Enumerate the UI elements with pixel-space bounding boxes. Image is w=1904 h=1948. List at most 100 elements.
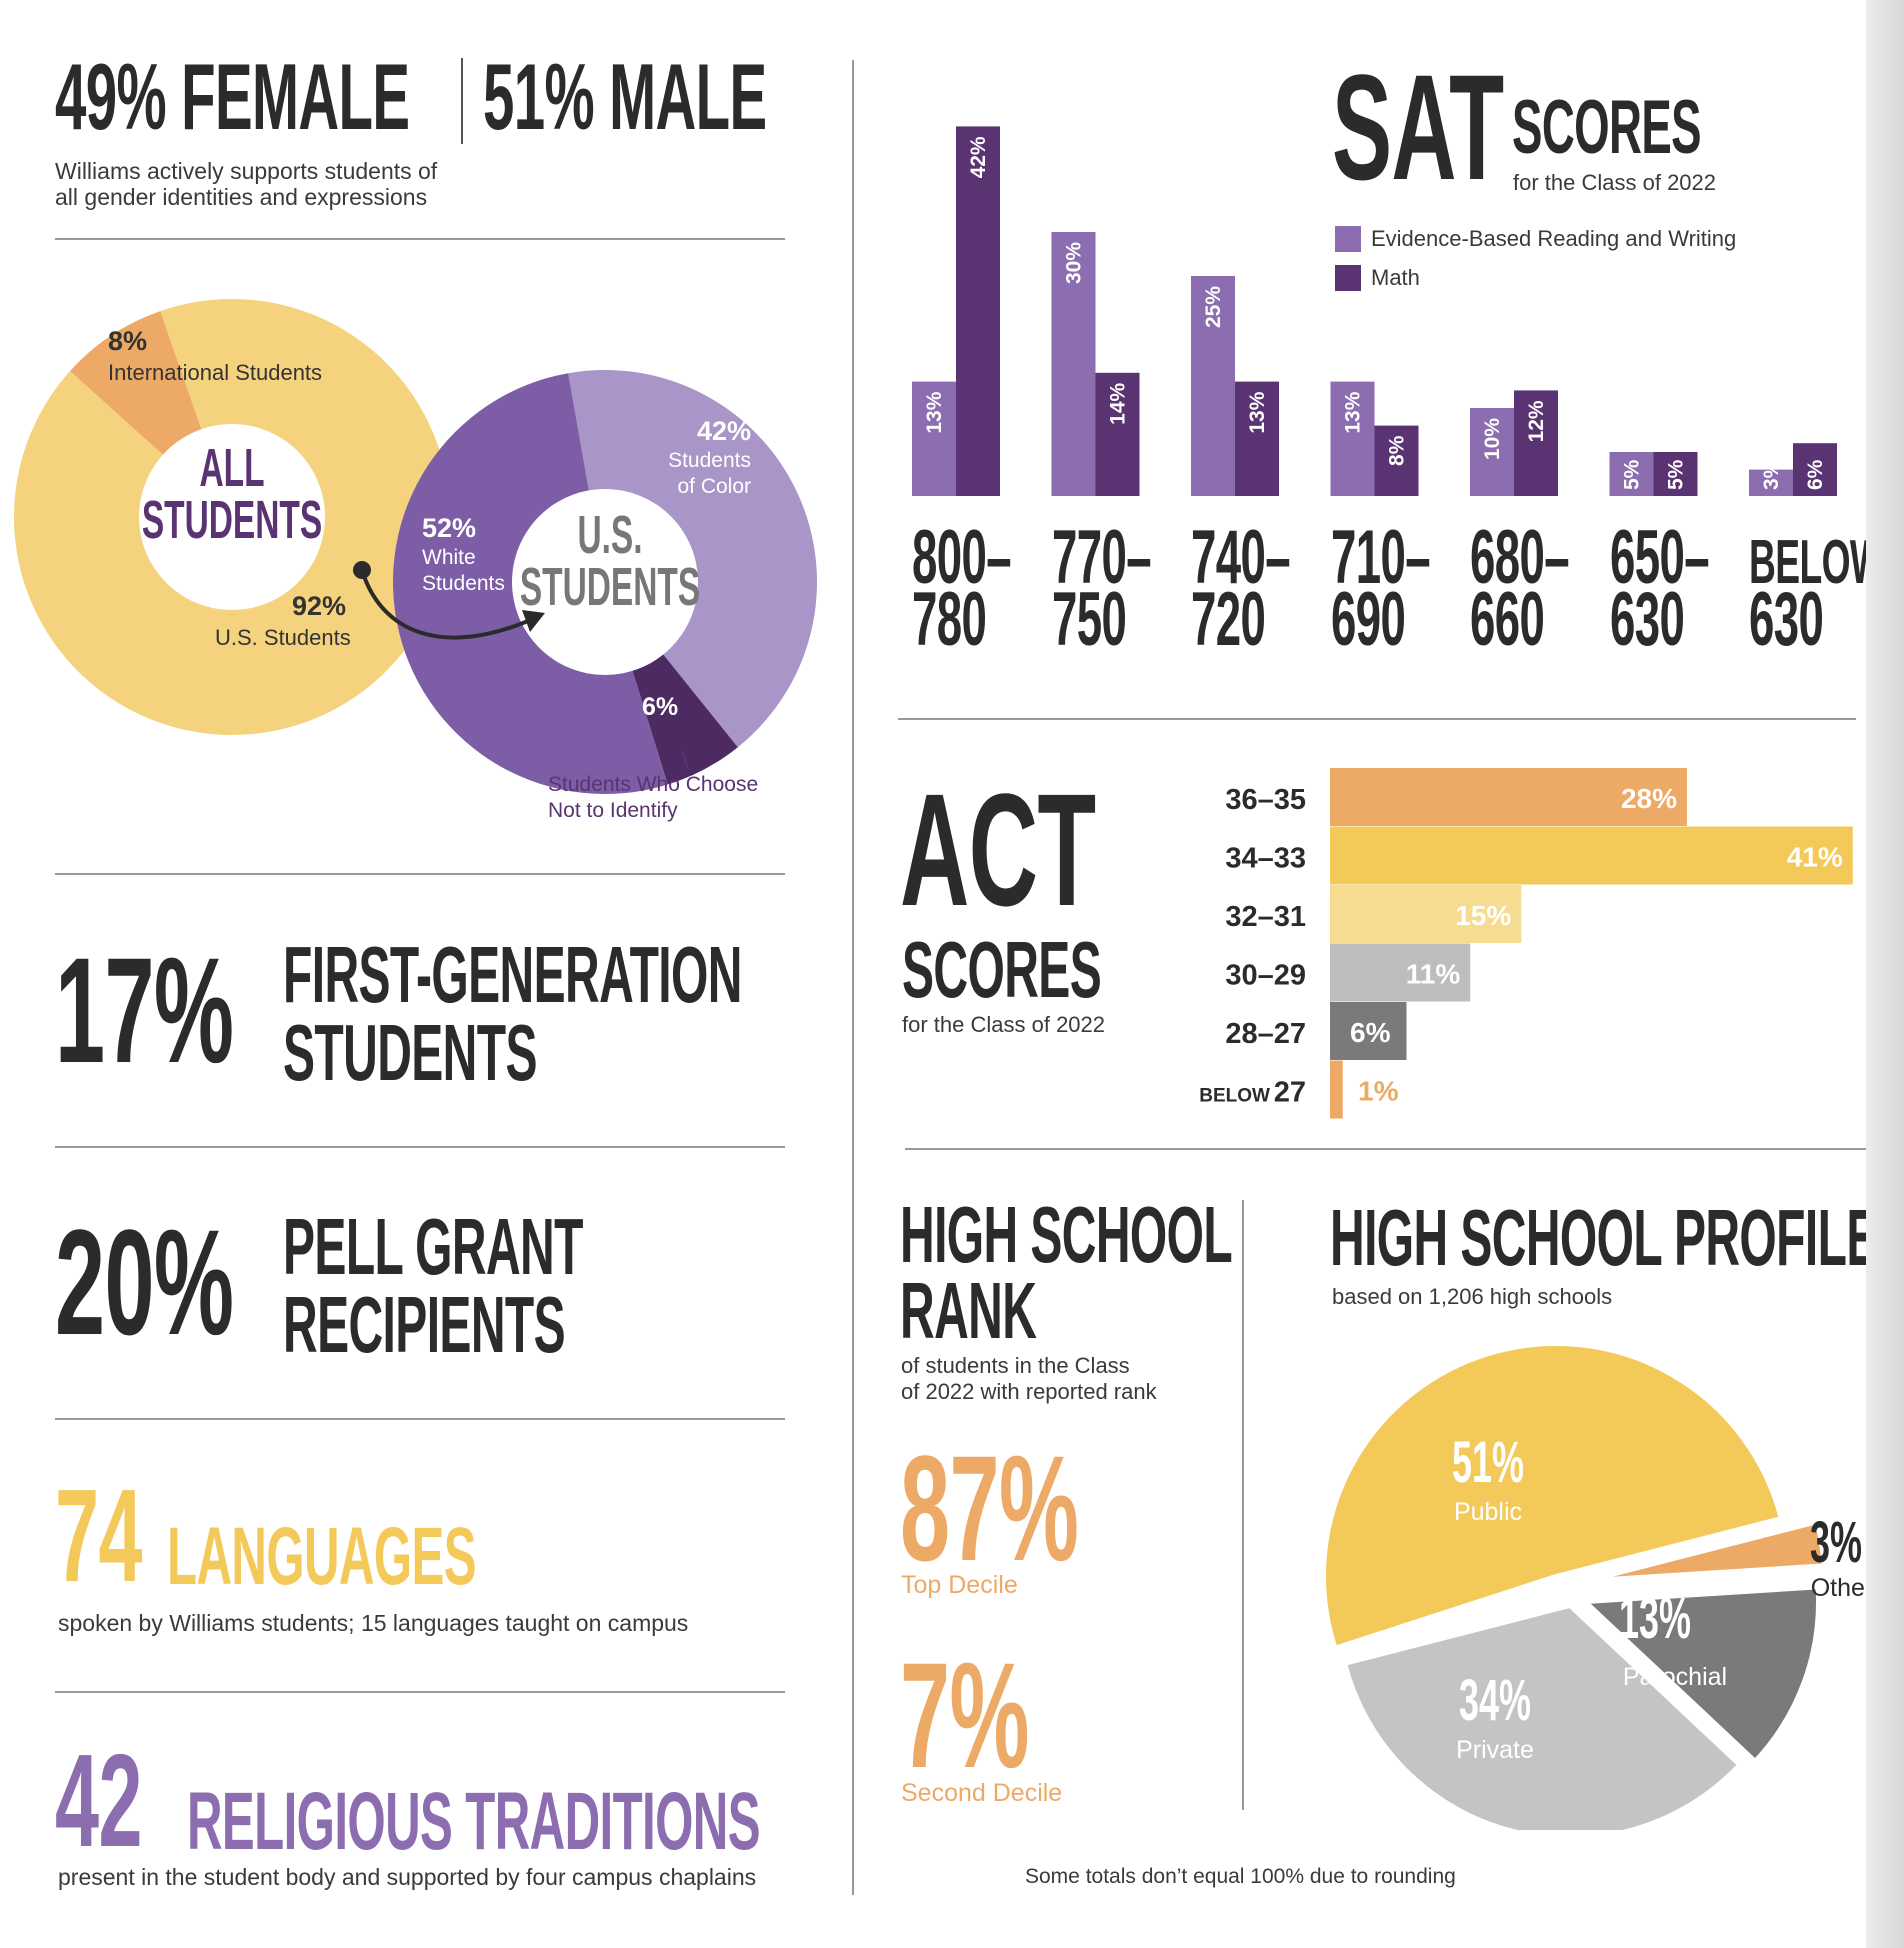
- hs-rank-top-pct: 87%: [900, 1424, 1079, 1592]
- white-label-2: Students: [422, 572, 505, 595]
- sat-range-labels: 800– 780 770– 750 740– 720 710– 690 680– 660 650– 6…: [890, 515, 1885, 670]
- ebrw-legend-label: Evidence-Based Reading and Writing: [1371, 226, 1737, 251]
- pie-pct-other: 3%: [1810, 1510, 1862, 1575]
- sat-label-math-3: 8%: [1386, 435, 1409, 466]
- female-pct: 49% FEMALE: [55, 44, 410, 149]
- column-divider: [852, 60, 854, 1895]
- not-identify-label-2: Not to Identify: [548, 799, 678, 822]
- act-title: ACT SCORES for the Class of 2022: [900, 770, 1160, 1040]
- religious-stat: 42 RELIGIOUS TRADITIONS: [55, 1735, 795, 1870]
- sat-range-line1: 800–: [912, 515, 1012, 600]
- us-students-label-2: STUDENTS: [520, 556, 700, 617]
- hs-profile-subtitle: based on 1,206 high schools: [1332, 1284, 1613, 1309]
- gender-heading: 49% FEMALE 51% MALE: [55, 50, 795, 150]
- act-category-3: 30–29: [1225, 960, 1306, 992]
- sat-label-ebrw-2: 25%: [1202, 286, 1225, 328]
- sat-label-math-0: 42%: [967, 136, 990, 178]
- sat-range-line1: BELOW: [1749, 528, 1885, 597]
- sat-range-2: 740– 720: [1191, 520, 1341, 670]
- first-gen-line2: STUDENTS: [283, 1008, 537, 1097]
- act-subtitle: for the Class of 2022: [902, 1012, 1106, 1037]
- sat-bar-math-6: [1793, 443, 1837, 496]
- first-gen-pct: 17%: [55, 926, 234, 1094]
- sat-range-3: 710– 690: [1331, 520, 1481, 670]
- all-students-label-2: STUDENTS: [142, 489, 322, 550]
- sat-label-math-1: 14%: [1107, 382, 1130, 424]
- ebrw-swatch: [1335, 226, 1361, 252]
- first-gen-line1: FIRST-GENERATION: [283, 930, 742, 1019]
- hs-rank-title-2: RANK: [900, 1266, 1037, 1355]
- act-bar-2: [1330, 885, 1522, 943]
- sat-range-6: BELOW 630: [1749, 520, 1899, 670]
- act-value-label-2: 15%: [1455, 900, 1511, 931]
- pie-slice-public: [1322, 1342, 1784, 1651]
- pell-line2: RECIPIENTS: [283, 1280, 566, 1369]
- math-swatch: [1335, 265, 1361, 291]
- act-title-big: ACT: [900, 760, 1096, 939]
- sat-label-ebrw-3: 13%: [1342, 391, 1365, 433]
- sat-bar-chart: 13% 42% 30% 14% 25% 13% 13% 8% 10% 12% 5% 5% 3% 6%: [912, 126, 1837, 497]
- languages-note: spoken by Williams students; 15 language…: [58, 1610, 689, 1636]
- hs-rank-note-2: of 2022 with reported rank: [901, 1379, 1157, 1404]
- hs-profile-title: HIGH SCHOOL PROFILE: [1330, 1193, 1878, 1282]
- divider: [905, 1148, 1880, 1150]
- sat-range-line2: 690: [1330, 577, 1406, 662]
- gender-note-line2: all gender identities and expressions: [55, 184, 428, 211]
- sat-label-math-4: 12%: [1525, 400, 1548, 442]
- pie-pct-private: 34%: [1459, 1668, 1531, 1733]
- act-bar-1: [1330, 826, 1853, 885]
- act-value-label-4: 6%: [1350, 1017, 1391, 1048]
- sat-range-line1: 770–: [1051, 515, 1152, 600]
- arrow-head-icon: [522, 610, 545, 632]
- sat-range-line1: 680–: [1470, 515, 1570, 600]
- hs-profile-heading: HIGH SCHOOL PROFILE based on 1,206 high …: [1330, 1198, 1878, 1318]
- pie-label-private: Private: [1456, 1736, 1534, 1764]
- page-edge-shadow: [1866, 0, 1904, 1948]
- sat-range-line2: 660: [1470, 577, 1545, 662]
- sat-range-line2: 630: [1609, 577, 1685, 662]
- us-students-text: U.S. Students: [215, 625, 351, 650]
- sat-bar-math-2: [1235, 381, 1279, 496]
- pie-label-other: Other: [1811, 1574, 1870, 1602]
- sat-bar-math-5: [1653, 452, 1698, 496]
- religious-title: RELIGIOUS TRADITIONS: [187, 1776, 761, 1867]
- divider: [55, 238, 785, 240]
- color-label-2: of Color: [677, 475, 751, 498]
- sat-legend-ebrw: Evidence-Based Reading and Writing: [1335, 226, 1736, 252]
- act-bar-0: [1330, 768, 1687, 826]
- not-identify-leader: [681, 749, 689, 771]
- sat-range-line2: 720: [1191, 577, 1266, 662]
- gender-note: Williams actively supports students of a…: [55, 158, 437, 211]
- sat-range-0: 800– 780: [912, 520, 1062, 670]
- divider: [55, 873, 785, 875]
- divider: [55, 1418, 785, 1420]
- sat-bar-ebrw-6: [1749, 469, 1793, 496]
- act-value-label-3: 11%: [1406, 959, 1461, 990]
- sat-title: SAT SCORES for the Class of 2022: [1332, 52, 1852, 202]
- color-label-1: Students: [668, 449, 751, 472]
- sat-bar-math-0: [956, 126, 1000, 497]
- sat-bar-ebrw-5: [1609, 452, 1654, 496]
- sat-bar-ebrw-0: [912, 381, 956, 496]
- hs-rank-title-1: HIGH SCHOOL: [900, 1190, 1233, 1279]
- gender-note-line1: Williams actively supports students of: [55, 158, 438, 184]
- act-bar-3: [1330, 943, 1471, 1002]
- sat-range-5: 650– 630: [1610, 520, 1760, 670]
- color-pct: 42%: [697, 416, 751, 446]
- religious-note: present in the student body and supporte…: [58, 1864, 757, 1890]
- sat-label-ebrw-1: 30%: [1063, 242, 1086, 284]
- hs-rank-note-1: of students in the Class: [901, 1353, 1130, 1378]
- pie-label-public: Public: [1454, 1498, 1522, 1526]
- us-students-pct: 92%: [292, 591, 346, 621]
- sat-bar-math-1: [1095, 372, 1140, 496]
- sat-label-ebrw-5: 5%: [1621, 459, 1644, 490]
- us-students-label-1: U.S.: [577, 504, 642, 565]
- first-gen-stat: 17% FIRST-GENERATION STUDENTS: [55, 926, 795, 1094]
- all-students-hole: [139, 424, 325, 610]
- sat-range-line2: 780: [912, 577, 987, 662]
- sat-label-ebrw-4: 10%: [1481, 418, 1504, 460]
- all-students-label-1: ALL: [199, 437, 264, 498]
- sat-bar-ebrw-3: [1330, 381, 1375, 496]
- languages-title: LANGUAGES: [167, 1511, 477, 1602]
- act-category-0: 36–35: [1225, 784, 1306, 816]
